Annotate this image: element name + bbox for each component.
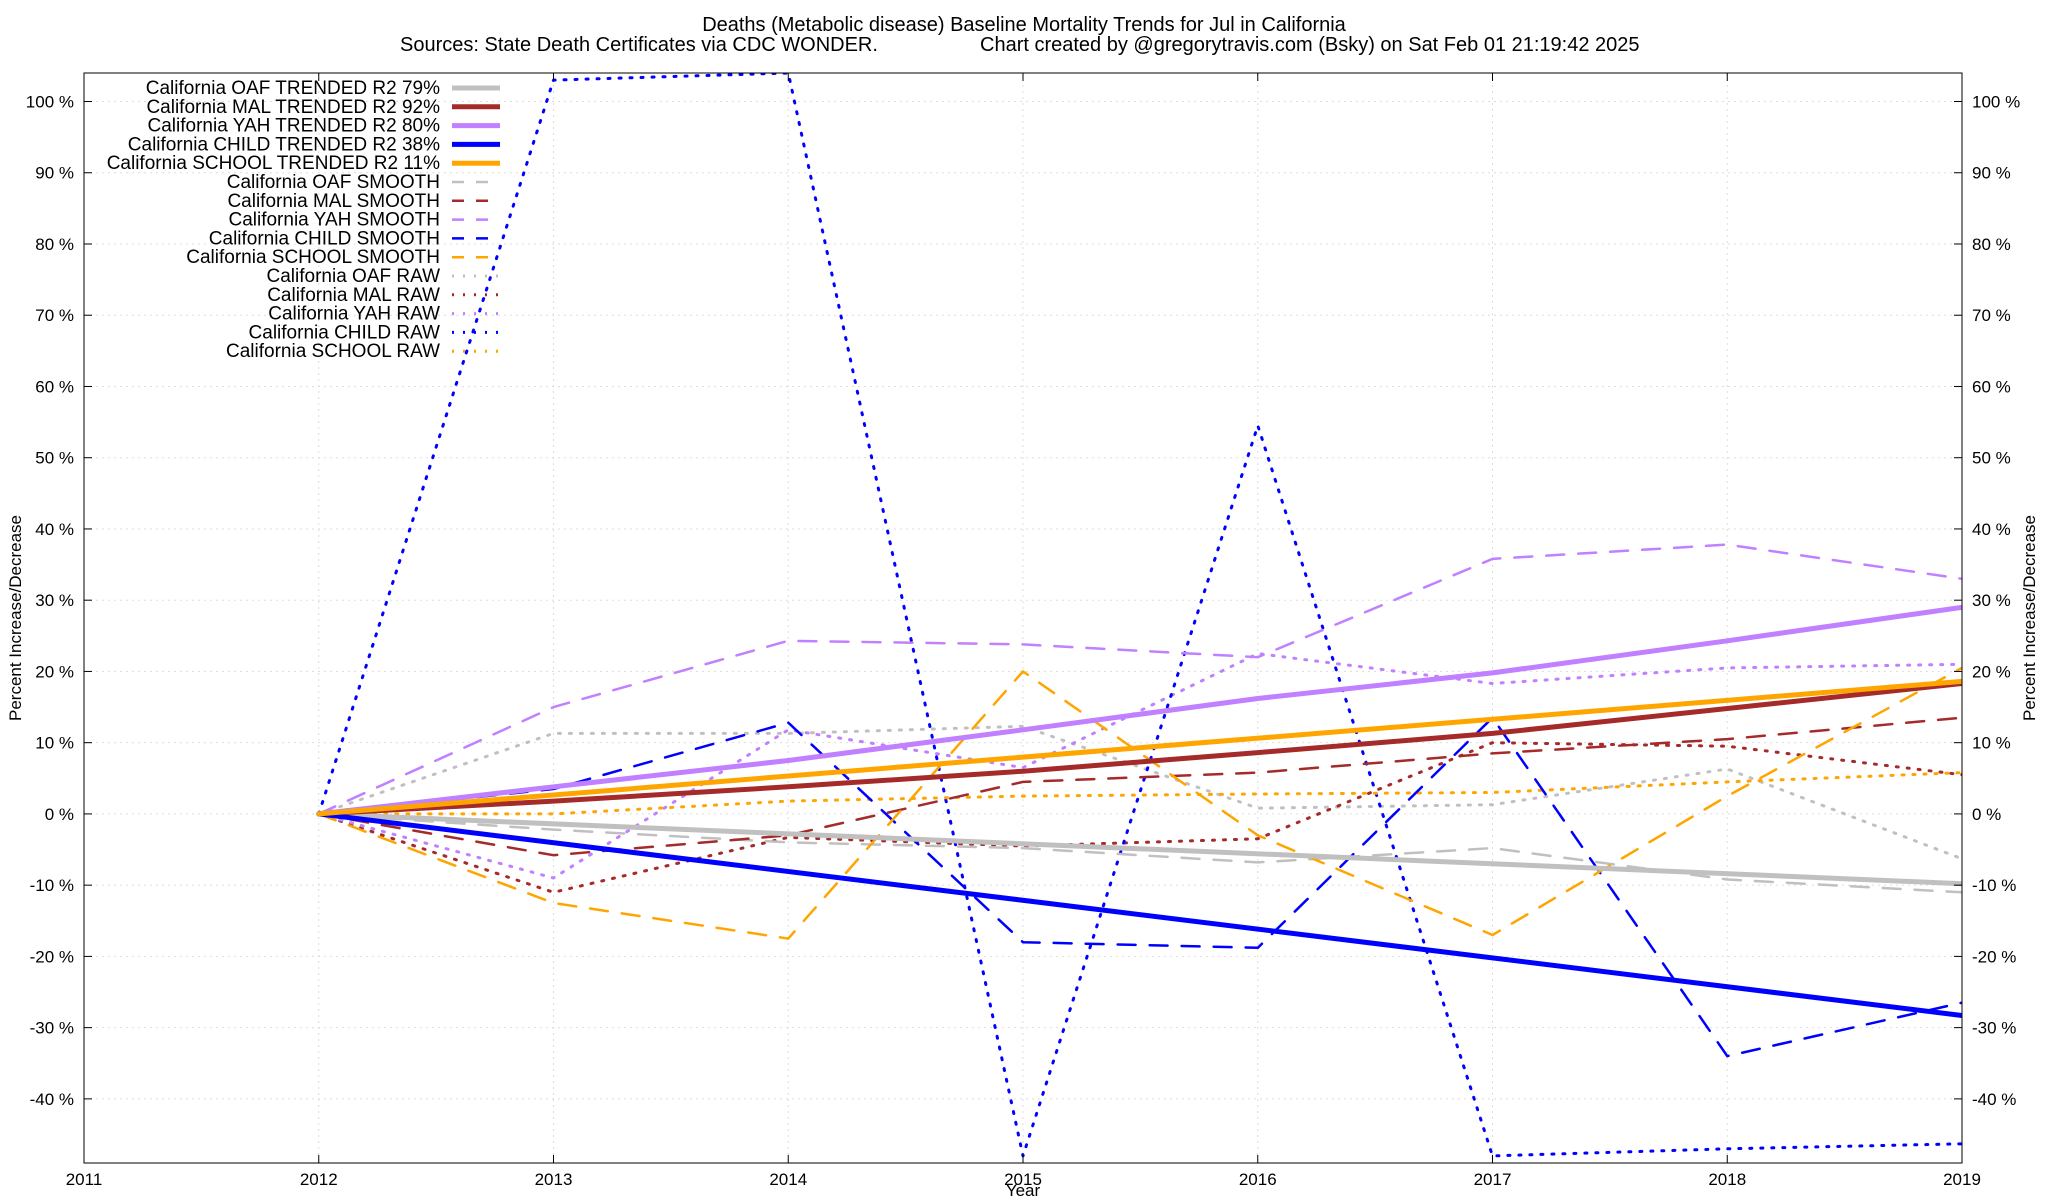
- y-tick-label-right: 80 %: [1972, 235, 2011, 254]
- series-line-california-oaf-smooth: [317, 812, 1962, 894]
- legend-label: California CHILD TRENDED R2 38%: [128, 134, 440, 155]
- y-tick-label-right: 0 %: [1972, 805, 2001, 824]
- x-tick-label: 2012: [300, 1170, 338, 1189]
- y-tick-label-left: 70 %: [35, 306, 74, 325]
- series-line-california-child-raw: [317, 73, 1962, 1158]
- y-tick-label-right: 70 %: [1972, 306, 2011, 325]
- chart-subtitle-credit: Chart created by @gregorytravis.com (Bsk…: [980, 34, 1640, 56]
- grid-layer: [84, 73, 1962, 1163]
- legend-label: California YAH SMOOTH: [228, 210, 440, 231]
- series-line-california-oaf-trended: [316, 811, 1962, 887]
- legend-label: California MAL RAW: [267, 285, 440, 306]
- x-tick-label: 2018: [1708, 1170, 1746, 1189]
- y-tick-label-left: -30 %: [30, 1019, 74, 1038]
- y-tick-label-left: 40 %: [35, 520, 74, 539]
- legend-label: California MAL TRENDED R2 92%: [146, 97, 440, 118]
- x-tick-label: 2019: [1943, 1170, 1981, 1189]
- y-tick-label-left: 10 %: [35, 734, 74, 753]
- series-layer: [316, 73, 1962, 1158]
- y-tick-label-left: 60 %: [35, 377, 74, 396]
- y-tick-label-right: 20 %: [1972, 662, 2011, 681]
- series-line-california-school-raw: [317, 771, 1962, 816]
- y-tick-label-left: 90 %: [35, 164, 74, 183]
- y-tick-label-right: 30 %: [1972, 591, 2011, 610]
- legend-label: California OAF TRENDED R2 79%: [146, 78, 440, 99]
- y-tick-label-left: 50 %: [35, 449, 74, 468]
- chart-subtitle-sources: Sources: State Death Certificates via CD…: [400, 34, 878, 56]
- series-line-california-mal-trended: [316, 681, 1962, 817]
- y-tick-label-right: 40 %: [1972, 520, 2011, 539]
- y-tick-label-right: -20 %: [1972, 947, 2016, 966]
- series-line-california-oaf-raw: [317, 724, 1962, 861]
- x-tick-label: 2017: [1474, 1170, 1512, 1189]
- y-axis-label-right: Percent Increase/Decrease: [2020, 515, 2039, 721]
- series-line-california-yah-smooth: [317, 543, 1962, 816]
- y-tick-label-right: 10 %: [1972, 734, 2011, 753]
- y-tick-label-right: 50 %: [1972, 449, 2011, 468]
- x-tick-label: 2015: [1004, 1170, 1042, 1189]
- y-tick-label-left: -10 %: [30, 876, 74, 895]
- legend-label: California YAH RAW: [268, 304, 440, 325]
- series-line-california-school-trended: [316, 678, 1962, 817]
- legend-label: California SCHOOL TRENDED R2 11%: [107, 153, 440, 174]
- x-tick-label: 2013: [535, 1170, 573, 1189]
- y-tick-label-left: 30 %: [35, 591, 74, 610]
- series-line-california-school-smooth: [317, 666, 1962, 940]
- y-tick-label-right: -10 %: [1972, 876, 2016, 895]
- x-tick-label: 2014: [769, 1170, 807, 1189]
- legend-label: California OAF SMOOTH: [227, 172, 440, 193]
- legend-label: California SCHOOL SMOOTH: [186, 247, 440, 268]
- y-tick-label-right: -40 %: [1972, 1090, 2016, 1109]
- series-line-california-mal-raw: [317, 741, 1962, 894]
- legend-label: California CHILD SMOOTH: [209, 228, 440, 249]
- legend-label: California SCHOOL RAW: [226, 341, 440, 362]
- legend-label: California CHILD RAW: [249, 322, 441, 343]
- legend-label: California YAH TRENDED R2 80%: [148, 116, 441, 137]
- y-tick-label-left: -20 %: [30, 947, 74, 966]
- y-tick-label-right: -30 %: [1972, 1019, 2016, 1038]
- y-tick-label-left: 80 %: [35, 235, 74, 254]
- y-tick-label-right: 60 %: [1972, 377, 2011, 396]
- series-line-california-yah-trended: [316, 604, 1962, 817]
- series-line-california-child-smooth: [317, 716, 1962, 1058]
- series-line-california-child-trended: [316, 811, 1962, 1018]
- chart-title: Deaths (Metabolic disease) Baseline Mort…: [702, 14, 1346, 36]
- legend-label: California OAF RAW: [267, 266, 441, 287]
- x-axis-label: Year: [1006, 1181, 1041, 1200]
- legend-label: California MAL SMOOTH: [227, 191, 440, 212]
- tick-layer: 100 % 100 % 90 % 90 % 80 % 80 % 70 % 70 % 60 % 60…: [26, 73, 2020, 1189]
- legend: California OAF TRENDED R2 79%California …: [107, 78, 500, 362]
- y-tick-label-left: -40 %: [30, 1090, 74, 1109]
- y-axis-label-left: Percent Increase/Decrease: [6, 515, 25, 721]
- y-tick-label-left: 20 %: [35, 662, 74, 681]
- y-tick-label-left: 100 %: [26, 92, 74, 111]
- x-tick-label: 2016: [1239, 1170, 1277, 1189]
- y-tick-label-left: 0 %: [45, 805, 74, 824]
- x-tick-label: 2011: [66, 1170, 103, 1189]
- y-tick-label-right: 90 %: [1972, 164, 2011, 183]
- y-tick-label-right: 100 %: [1972, 92, 2020, 111]
- series-line-california-yah-raw: [317, 652, 1962, 880]
- series-line-california-mal-smooth: [317, 716, 1962, 857]
